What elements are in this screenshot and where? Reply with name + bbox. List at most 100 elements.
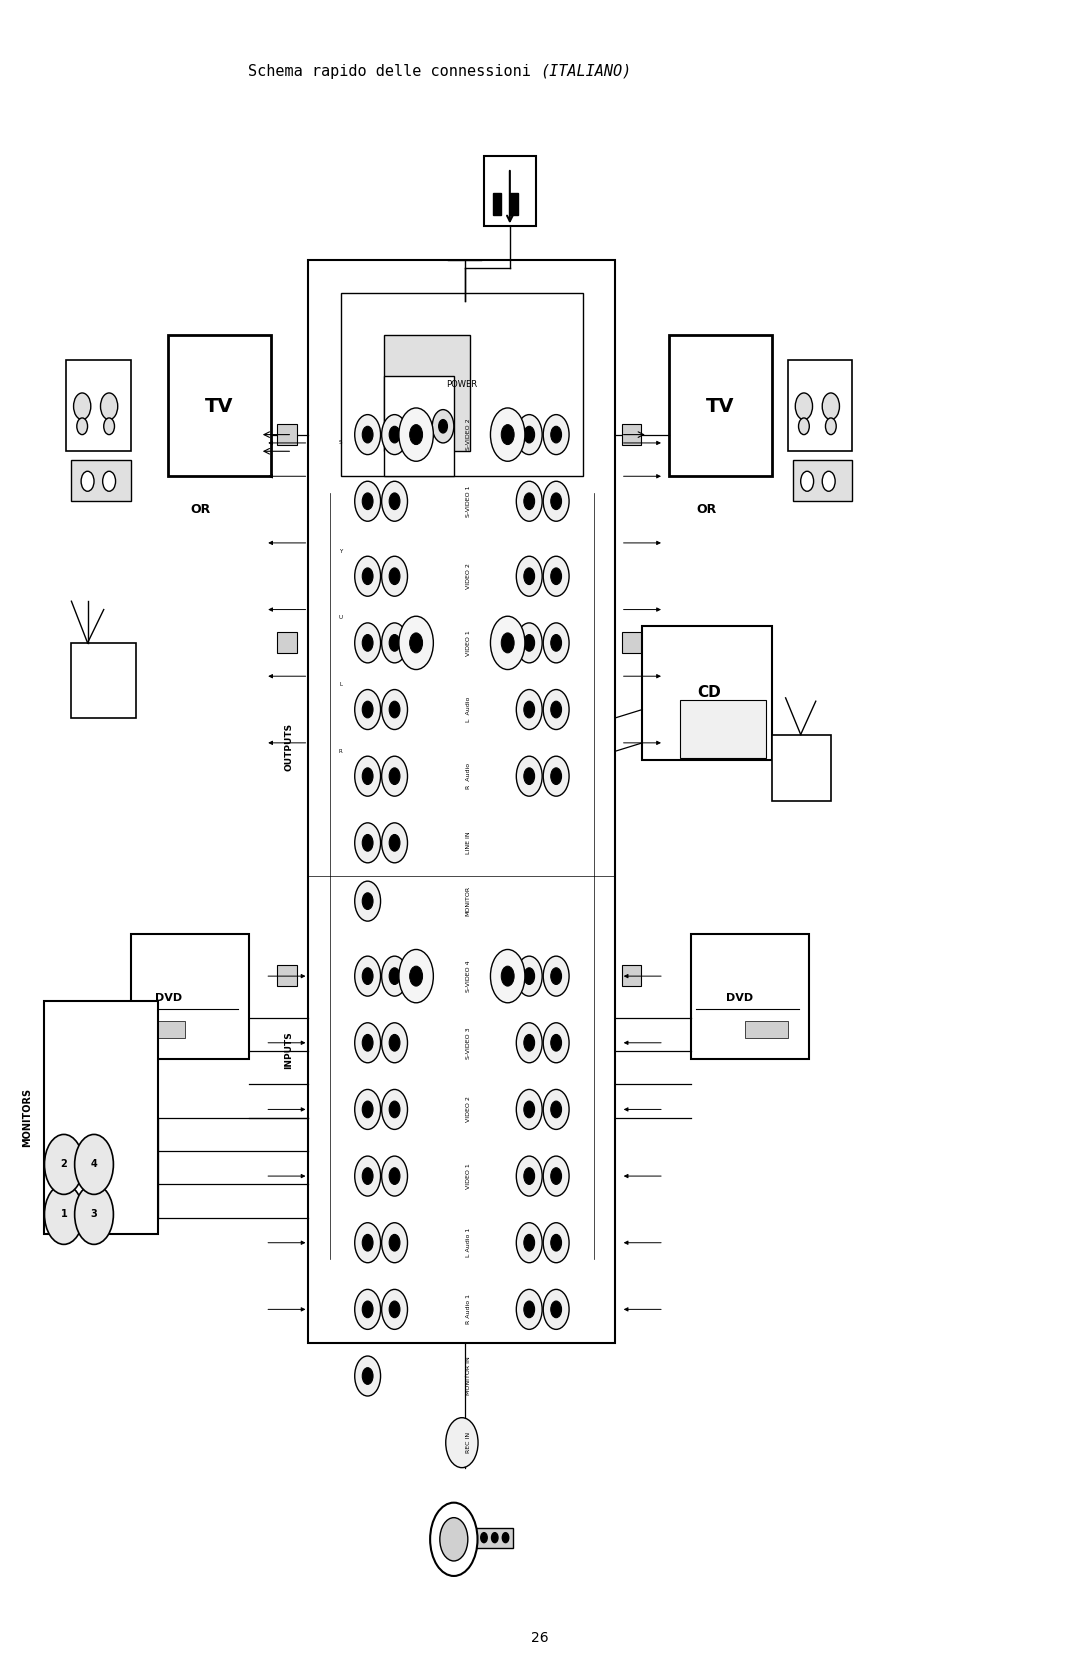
Circle shape <box>551 1302 562 1319</box>
Text: POWER: POWER <box>446 381 477 389</box>
Circle shape <box>389 492 400 509</box>
Circle shape <box>543 1090 569 1130</box>
Circle shape <box>389 1168 400 1185</box>
Bar <box>670 334 771 476</box>
Circle shape <box>362 1302 373 1319</box>
Circle shape <box>516 1023 542 1063</box>
Circle shape <box>389 1302 400 1319</box>
Bar <box>131 935 249 1060</box>
Text: INPUTS: INPUTS <box>284 1031 294 1070</box>
Text: DVD: DVD <box>154 993 181 1003</box>
Text: MONITOR IN: MONITOR IN <box>465 1357 471 1395</box>
Circle shape <box>44 1185 83 1245</box>
Circle shape <box>516 1157 542 1197</box>
Circle shape <box>446 1417 478 1467</box>
Text: OR: OR <box>697 502 717 516</box>
Circle shape <box>381 956 407 996</box>
Circle shape <box>104 417 114 434</box>
Circle shape <box>795 392 812 419</box>
Circle shape <box>362 1367 373 1384</box>
Bar <box>340 294 583 476</box>
Text: R: R <box>339 749 342 754</box>
Bar <box>71 643 136 718</box>
Circle shape <box>440 1517 468 1561</box>
Circle shape <box>75 1135 113 1195</box>
Circle shape <box>354 1023 380 1063</box>
Text: S-VIDEO 3: S-VIDEO 3 <box>465 1026 471 1058</box>
Circle shape <box>389 968 400 985</box>
Circle shape <box>381 481 407 521</box>
Circle shape <box>516 1290 542 1330</box>
Circle shape <box>543 1290 569 1330</box>
Circle shape <box>381 689 407 729</box>
Circle shape <box>481 1532 487 1542</box>
Bar <box>793 459 852 501</box>
Circle shape <box>399 407 433 461</box>
Circle shape <box>381 756 407 796</box>
Text: S-VIDEO 4: S-VIDEO 4 <box>465 960 471 991</box>
Circle shape <box>543 623 569 663</box>
Text: CD: CD <box>698 686 721 701</box>
Circle shape <box>44 1135 83 1195</box>
Circle shape <box>362 1102 373 1118</box>
Circle shape <box>354 1090 380 1130</box>
Circle shape <box>362 701 373 718</box>
Circle shape <box>524 567 535 584</box>
Circle shape <box>381 414 407 454</box>
Bar <box>622 965 642 986</box>
Text: R Audio 1: R Audio 1 <box>465 1295 471 1325</box>
Circle shape <box>381 623 407 663</box>
Bar <box>484 157 536 227</box>
Bar <box>168 334 271 476</box>
Circle shape <box>551 1102 562 1118</box>
Circle shape <box>798 417 809 434</box>
Circle shape <box>524 1168 535 1185</box>
Text: TV: TV <box>705 397 734 416</box>
Text: 4: 4 <box>91 1160 97 1170</box>
Circle shape <box>81 471 94 491</box>
Circle shape <box>381 1157 407 1197</box>
Text: OUTPUTS: OUTPUTS <box>284 723 294 771</box>
Circle shape <box>381 1090 407 1130</box>
Circle shape <box>389 567 400 584</box>
Circle shape <box>362 1235 373 1252</box>
Circle shape <box>362 426 373 442</box>
Bar <box>66 359 131 451</box>
Circle shape <box>100 392 118 419</box>
Circle shape <box>389 1102 400 1118</box>
Circle shape <box>362 634 373 651</box>
Bar <box>492 194 501 215</box>
Circle shape <box>551 567 562 584</box>
Circle shape <box>362 834 373 851</box>
Circle shape <box>409 633 422 653</box>
Bar <box>278 965 297 986</box>
Bar <box>787 359 852 451</box>
Circle shape <box>354 1355 380 1395</box>
Bar <box>44 1001 158 1235</box>
Circle shape <box>430 1502 477 1576</box>
Circle shape <box>524 1102 535 1118</box>
Circle shape <box>516 414 542 454</box>
Circle shape <box>516 1223 542 1263</box>
Circle shape <box>389 768 400 784</box>
Circle shape <box>103 471 116 491</box>
Bar <box>510 194 518 215</box>
Circle shape <box>362 768 373 784</box>
Circle shape <box>389 701 400 718</box>
Text: S: S <box>339 441 342 446</box>
Circle shape <box>409 424 422 444</box>
Text: VIDEO 1: VIDEO 1 <box>465 1163 471 1188</box>
Text: VIDEO 1: VIDEO 1 <box>465 629 471 656</box>
Circle shape <box>399 616 433 669</box>
Circle shape <box>389 426 400 442</box>
Bar <box>475 1527 513 1547</box>
Circle shape <box>381 1023 407 1063</box>
Text: U: U <box>339 616 342 621</box>
Text: Schema rapido delle connessioni: Schema rapido delle connessioni <box>248 63 540 78</box>
Circle shape <box>354 481 380 521</box>
Circle shape <box>389 1235 400 1252</box>
Circle shape <box>389 634 400 651</box>
Bar <box>680 699 766 758</box>
Bar <box>771 734 831 801</box>
Text: DVD: DVD <box>726 993 753 1003</box>
